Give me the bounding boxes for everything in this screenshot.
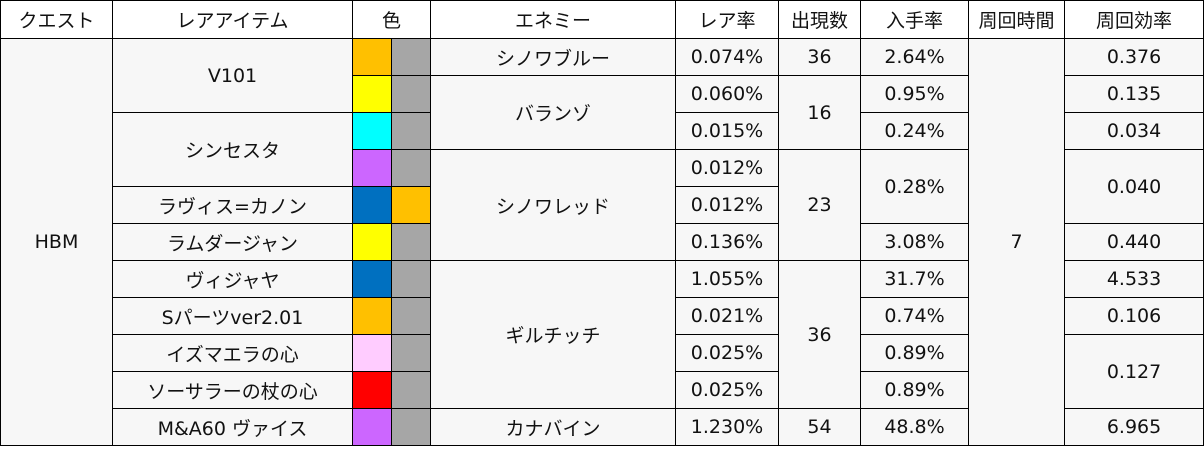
rare-rate-cell: 0.060% bbox=[675, 75, 780, 113]
cycle-time-cell: 7 bbox=[968, 38, 1066, 446]
acquire-rate-cell: 0.95% bbox=[860, 75, 970, 113]
table-row: ソーサラーの杖の心 0.025% 0.89% bbox=[1, 371, 1204, 409]
enemy-cell: バランゾ bbox=[430, 75, 677, 150]
color-swatch bbox=[352, 297, 392, 335]
header-rare-rate: レア率 bbox=[675, 0, 780, 39]
color-swatch bbox=[352, 223, 392, 261]
efficiency-cell: 6.965 bbox=[1064, 408, 1204, 446]
acquire-rate-cell: 48.8% bbox=[860, 408, 970, 446]
rare-rate-cell: 0.012% bbox=[675, 186, 780, 224]
enemy-cell: カナバイン bbox=[430, 408, 677, 446]
header-efficiency: 周回効率 bbox=[1064, 0, 1204, 39]
header-cycle-time: 周回時間 bbox=[968, 0, 1066, 39]
header-enemy: エネミー bbox=[430, 0, 677, 39]
item-cell: Sパーツver2.01 bbox=[112, 297, 353, 335]
color-swatch bbox=[390, 334, 432, 372]
color-swatch bbox=[390, 75, 432, 113]
appear-count-cell: 36 bbox=[778, 260, 862, 409]
color-swatch bbox=[352, 260, 392, 298]
acquire-rate-cell: 0.24% bbox=[860, 112, 970, 150]
acquire-rate-cell: 0.89% bbox=[860, 371, 970, 409]
enemy-cell: シノワレッド bbox=[430, 149, 677, 261]
appear-count-cell: 54 bbox=[778, 408, 862, 446]
table-row: シンセスタ 0.015% 0.24% 0.034 bbox=[1, 112, 1204, 187]
color-swatch bbox=[352, 75, 392, 113]
rare-rate-cell: 0.012% bbox=[675, 149, 780, 187]
item-cell: イズマエラの心 bbox=[112, 334, 353, 372]
color-swatch bbox=[352, 38, 392, 76]
table-row: M&A60 ヴァイス カナバイン 1.230% 54 48.8% 6.965 bbox=[1, 408, 1204, 446]
efficiency-cell: 0.376 bbox=[1064, 38, 1204, 76]
table-row: Sパーツver2.01 0.021% 0.74% 0.106 bbox=[1, 297, 1204, 335]
rare-rate-cell: 1.055% bbox=[675, 260, 780, 298]
table-row: ヴィジャヤ ギルチッチ 1.055% 36 31.7% 4.533 bbox=[1, 260, 1204, 409]
color-swatch bbox=[352, 408, 392, 446]
acquire-rate-cell: 0.89% bbox=[860, 334, 970, 372]
header-quest: クエスト bbox=[0, 0, 113, 39]
efficiency-cell: 0.034 bbox=[1064, 112, 1204, 150]
color-swatch bbox=[352, 186, 392, 224]
appear-count-cell: 23 bbox=[778, 149, 862, 261]
header-acquire-rate: 入手率 bbox=[860, 0, 970, 39]
rare-rate-cell: 1.230% bbox=[675, 408, 780, 446]
header-row: クエスト レアアイテム 色 エネミー レア率 出現数 入手率 周回時間 周回効率 bbox=[0, 0, 1204, 39]
color-swatch bbox=[352, 334, 392, 372]
quest-cell: HBM bbox=[0, 38, 113, 446]
efficiency-cell: 0.440 bbox=[1064, 223, 1204, 261]
color-swatch bbox=[390, 371, 432, 409]
acquire-rate-cell: 31.7% bbox=[860, 260, 970, 298]
efficiency-cell: 0.106 bbox=[1064, 297, 1204, 335]
acquire-rate-cell: 0.74% bbox=[860, 297, 970, 335]
color-swatch bbox=[390, 112, 432, 150]
efficiency-cell: 0.127 bbox=[1064, 334, 1204, 409]
enemy-cell: ギルチッチ bbox=[430, 260, 677, 409]
color-swatch bbox=[352, 112, 392, 150]
appear-count-cell: 36 bbox=[778, 38, 862, 76]
acquire-rate-cell: 2.64% bbox=[860, 38, 970, 76]
item-cell: ラヴィス=カノン bbox=[112, 186, 353, 224]
color-swatch bbox=[390, 186, 432, 224]
rare-rate-cell: 0.025% bbox=[675, 371, 780, 409]
item-cell: M&A60 ヴァイス bbox=[112, 408, 353, 446]
item-cell: シンセスタ bbox=[112, 112, 353, 187]
color-swatch bbox=[390, 408, 432, 446]
efficiency-cell: 0.135 bbox=[1064, 75, 1204, 113]
appear-count-cell: 16 bbox=[778, 75, 862, 150]
color-swatch bbox=[390, 149, 432, 187]
color-swatch bbox=[390, 38, 432, 76]
color-swatch bbox=[390, 260, 432, 298]
header-appear-count: 出現数 bbox=[778, 0, 862, 39]
efficiency-cell: 4.533 bbox=[1064, 260, 1204, 298]
color-swatch bbox=[352, 371, 392, 409]
table-row: バランゾ 0.060% 16 0.95% 0.135 bbox=[1, 75, 1204, 150]
rare-rate-cell: 0.015% bbox=[675, 112, 780, 150]
item-cell: ラムダージャン bbox=[112, 223, 353, 261]
enemy-cell: シノワブルー bbox=[430, 38, 677, 76]
acquire-rate-cell: 0.28% bbox=[860, 149, 970, 224]
rare-rate-cell: 0.074% bbox=[675, 38, 780, 76]
color-swatch bbox=[390, 297, 432, 335]
item-cell: ヴィジャヤ bbox=[112, 260, 353, 298]
table-row: HBM V101 シノワブルー 0.074% 36 2.64% 7 0.376 bbox=[0, 38, 1204, 446]
acquire-rate-cell: 3.08% bbox=[860, 223, 970, 261]
rare-rate-cell: 0.025% bbox=[675, 334, 780, 372]
table-row: イズマエラの心 0.025% 0.89% 0.127 bbox=[1, 334, 1204, 409]
rare-rate-cell: 0.021% bbox=[675, 297, 780, 335]
color-swatch bbox=[390, 223, 432, 261]
header-rare-item: レアアイテム bbox=[112, 0, 353, 39]
table-row: ラムダージャン 0.136% 3.08% 0.440 bbox=[1, 223, 1204, 261]
header-color: 色 bbox=[351, 0, 432, 39]
efficiency-cell: 0.040 bbox=[1064, 149, 1204, 224]
item-cell: ソーサラーの杖の心 bbox=[112, 371, 353, 409]
rare-rate-cell: 0.136% bbox=[675, 223, 780, 261]
item-cell: V101 bbox=[112, 38, 353, 113]
color-swatch bbox=[352, 149, 392, 187]
